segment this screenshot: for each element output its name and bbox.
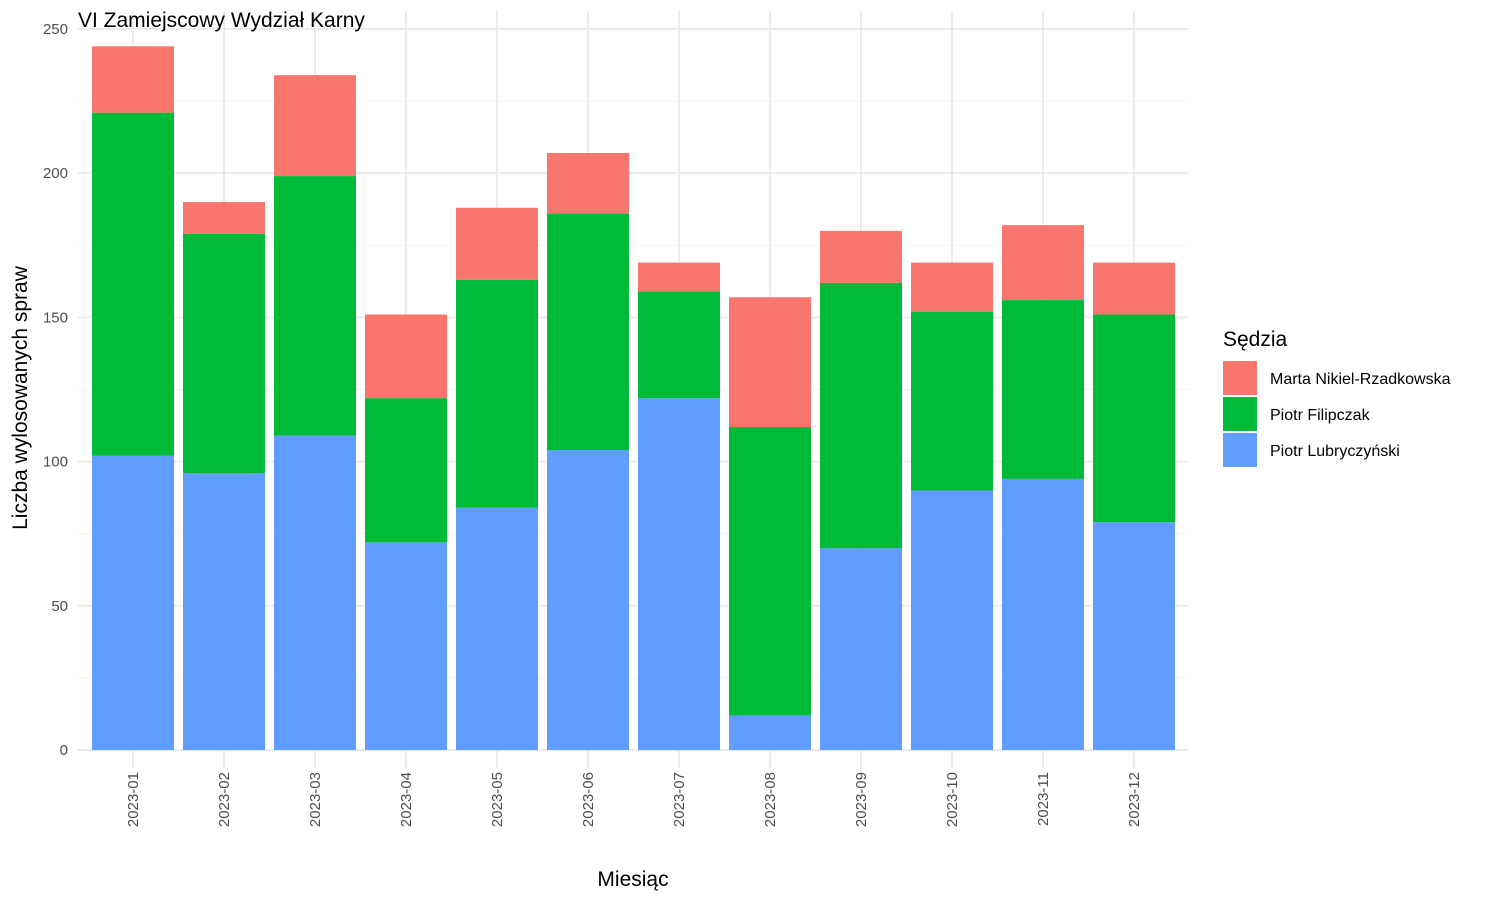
legend-swatch [1223, 397, 1257, 431]
bar-2023-05-piotr-filipczak [456, 279, 538, 508]
bar-2023-01-piotr-filipczak [92, 112, 174, 456]
bar-2023-08-piotr-lubryczyński [729, 715, 811, 750]
legend-swatch [1223, 433, 1257, 467]
bar-2023-07-marta-nikiel-rzadkowska [638, 262, 720, 292]
y-tick-label: 0 [60, 742, 68, 759]
x-tick-label: 2023-09 [853, 772, 870, 827]
chart-title: VI Zamiejscowy Wydział Karny [78, 9, 365, 32]
bar-2023-06-marta-nikiel-rzadkowska [547, 153, 629, 214]
bar-2023-10-piotr-lubryczyński [911, 490, 993, 750]
bar-2023-11-piotr-filipczak [1002, 300, 1084, 479]
legend-title: Sędzia [1223, 328, 1288, 351]
bar-2023-07-piotr-lubryczyński [638, 398, 720, 750]
bar-2023-12-piotr-lubryczyński [1093, 522, 1175, 750]
x-tick-label: 2023-04 [398, 772, 415, 827]
bar-2023-01-piotr-lubryczyński [92, 455, 174, 750]
bar-2023-09-marta-nikiel-rzadkowska [820, 230, 902, 283]
x-tick-label: 2023-06 [580, 772, 597, 827]
bar-2023-05-piotr-lubryczyński [456, 507, 538, 750]
x-tick-label: 2023-10 [944, 772, 961, 827]
bar-2023-01-marta-nikiel-rzadkowska [92, 46, 174, 113]
y-tick-label: 200 [43, 165, 68, 182]
bar-2023-10-piotr-filipczak [911, 311, 993, 491]
bar-2023-11-piotr-lubryczyński [1002, 478, 1084, 750]
bar-2023-05-marta-nikiel-rzadkowska [456, 207, 538, 280]
bar-2023-04-piotr-lubryczyński [365, 542, 447, 750]
legend-swatch [1223, 361, 1257, 395]
bar-2023-04-piotr-filipczak [365, 398, 447, 543]
bar-2023-12-piotr-filipczak [1093, 314, 1175, 523]
bar-2023-08-piotr-filipczak [729, 426, 811, 716]
bar-2023-11-marta-nikiel-rzadkowska [1002, 225, 1084, 301]
x-tick-label: 2023-07 [671, 772, 688, 827]
bar-2023-04-marta-nikiel-rzadkowska [365, 314, 447, 399]
y-axis-title: Liczba wylosowanych spraw [9, 265, 32, 530]
bars [92, 46, 1175, 750]
legend-label: Piotr Filipczak [1270, 407, 1371, 424]
y-tick-label: 100 [43, 454, 68, 471]
bar-2023-03-piotr-lubryczyński [274, 435, 356, 750]
legend-label: Marta Nikiel-Rzadkowska [1270, 371, 1451, 388]
x-tick-label: 2023-03 [307, 772, 324, 827]
x-axis-title: Miesiąc [597, 868, 668, 891]
bar-2023-09-piotr-filipczak [820, 282, 902, 549]
bar-2023-12-marta-nikiel-rzadkowska [1093, 262, 1175, 315]
bar-2023-03-piotr-filipczak [274, 176, 356, 436]
bar-2023-02-piotr-filipczak [183, 233, 265, 474]
y-tick-label: 50 [51, 598, 68, 615]
y-axis-ticks: 0 50 100 150 200 250 [43, 21, 68, 759]
bar-2023-02-marta-nikiel-rzadkowska [183, 202, 265, 234]
bar-2023-06-piotr-filipczak [547, 213, 629, 451]
legend-label: Piotr Lubryczyński [1270, 443, 1400, 460]
x-tick-label: 2023-12 [1126, 772, 1143, 827]
x-tick-label: 2023-11 [1035, 772, 1052, 826]
bar-2023-10-marta-nikiel-rzadkowska [911, 262, 993, 312]
x-tick-label: 2023-01 [125, 772, 142, 827]
x-tick-label: 2023-08 [762, 772, 779, 827]
x-tick-label: 2023-05 [489, 772, 506, 827]
bar-2023-09-piotr-lubryczyński [820, 548, 902, 750]
y-tick-label: 250 [43, 21, 68, 38]
x-tick-label: 2023-02 [216, 772, 233, 827]
bar-2023-07-piotr-filipczak [638, 291, 720, 399]
bar-2023-02-piotr-lubryczyński [183, 473, 265, 750]
legend-items: Marta Nikiel-Rzadkowska Piotr Filipczak Pi… [1223, 361, 1451, 467]
bar-2023-06-piotr-lubryczyński [547, 450, 629, 750]
x-axis-ticks: 2023-01 2023-02 2023-03 2023-04 2023-05 2023-… [125, 772, 1143, 827]
bar-2023-03-marta-nikiel-rzadkowska [274, 75, 356, 177]
y-tick-label: 150 [43, 309, 68, 326]
legend: Sędzia Marta Nikiel-Rzadkowska Piotr Fili… [1223, 328, 1451, 467]
bar-2023-08-marta-nikiel-rzadkowska [729, 297, 811, 427]
